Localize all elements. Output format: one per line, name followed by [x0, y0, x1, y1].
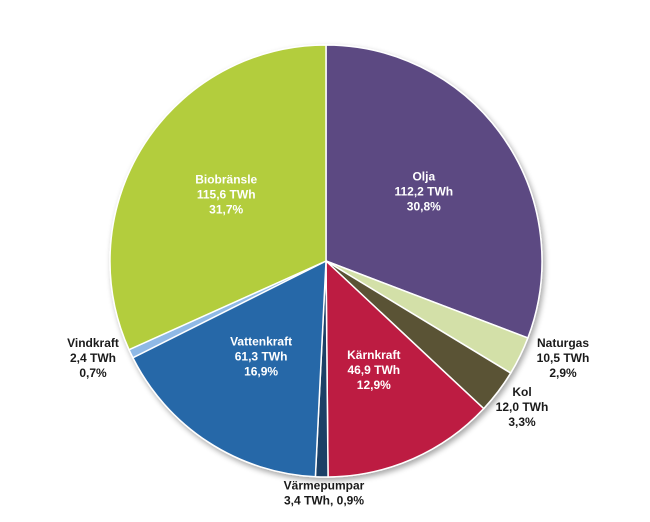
pie-label-varmepumpar: Värmepumpar 3,4 TWh, 0,9%: [284, 479, 365, 508]
slice-name: Biobränsle: [195, 173, 257, 187]
slice-value: 2,4 TWh: [70, 351, 116, 365]
slice-name: Olja: [412, 170, 435, 184]
pie-label-olja: Olja 112,2 TWh 30,8%: [394, 170, 453, 214]
slice-percent: 0,7%: [79, 366, 107, 380]
slice-percent: 3,3%: [508, 415, 536, 429]
slice-percent: 31,7%: [209, 203, 243, 217]
slice-name: Kol: [512, 385, 531, 399]
slice-value: 46,9 TWh: [347, 363, 400, 377]
pie-label-karnkraft: Kärnkraft 46,9 TWh 12,9%: [347, 348, 400, 392]
pie-slice-olja: [325, 44, 543, 339]
slice-percent: 2,9%: [549, 366, 577, 380]
pie-label-kol: Kol 12,0 TWh 3,3%: [496, 385, 549, 429]
slice-value: 3,4 TWh, 0,9%: [284, 494, 364, 508]
slice-name: Naturgas: [537, 336, 589, 350]
pie-slices: [109, 44, 543, 478]
pie-labels: Olja 112,2 TWh 30,8%Naturgas 10,5 TWh 2,9%Ko…: [67, 170, 589, 508]
pie-slice-biobransle: [109, 44, 327, 351]
slice-percent: 12,9%: [357, 378, 391, 392]
slice-name: Vattenkraft: [230, 335, 292, 349]
slice-value: 10,5 TWh: [537, 351, 590, 365]
slice-value: 61,3 TWh: [235, 350, 288, 364]
slice-name: Värmepumpar: [284, 479, 365, 493]
slice-name: Vindkraft: [67, 336, 119, 350]
slice-value: 115,6 TWh: [197, 188, 256, 202]
pie-label-naturgas: Naturgas 10,5 TWh 2,9%: [537, 336, 590, 380]
pie-label-vattenkraft: Vattenkraft 61,3 TWh 16,9%: [230, 335, 292, 379]
pie-label-vindkraft: Vindkraft 2,4 TWh 0,7%: [67, 336, 119, 380]
pie-label-biobransle: Biobränsle 115,6 TWh 31,7%: [195, 173, 257, 217]
slice-value: 12,0 TWh: [496, 400, 549, 414]
pie-slice-vattenkraft: [131, 259, 327, 478]
slice-percent: 30,8%: [407, 200, 441, 214]
slice-name: Kärnkraft: [347, 348, 400, 362]
slice-value: 112,2 TWh: [394, 185, 453, 199]
slice-percent: 16,9%: [244, 365, 278, 379]
pie-slice-karnkraft: [325, 259, 485, 478]
